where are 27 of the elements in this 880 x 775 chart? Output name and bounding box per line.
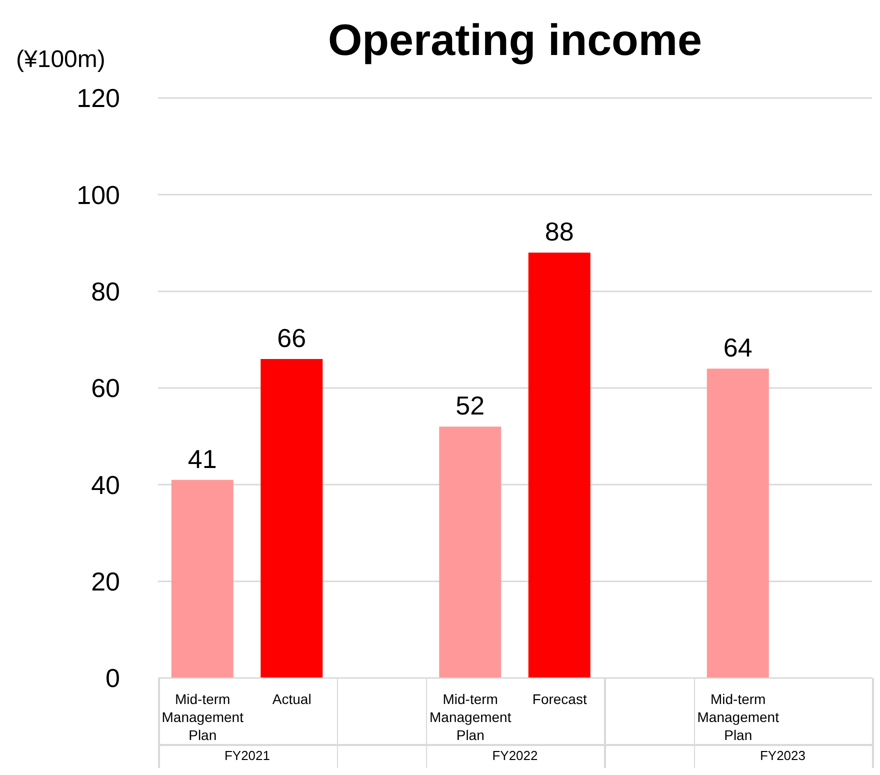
y-tick-label: 20	[91, 566, 120, 597]
x-tick-label: Mid-term Management Plan	[162, 691, 244, 743]
y-tick-label: 40	[91, 470, 120, 500]
x-tick-label: Actual	[272, 691, 312, 707]
x-tick-label: Forecast	[532, 691, 587, 707]
data-label: 41	[188, 444, 217, 474]
x-tick-label: Mid-term Management Plan	[697, 691, 780, 743]
bar	[171, 480, 234, 678]
bar	[528, 252, 590, 678]
data-label: 88	[544, 216, 574, 247]
y-axis-title: (¥100m)	[16, 46, 106, 74]
y-tick-label: 60	[91, 373, 120, 404]
chart-title: Operating income	[326, 16, 704, 66]
text: FY2022	[491, 748, 539, 763]
text: FY2021	[223, 748, 272, 763]
bar	[439, 426, 502, 678]
data-label: 52	[456, 390, 485, 421]
y-tick-label: 0	[106, 663, 120, 694]
x-tick-label: Mid-term Management Plan	[430, 691, 512, 743]
text: FY2023	[758, 748, 807, 763]
data-label: 64	[723, 332, 752, 363]
bar	[260, 359, 323, 678]
y-tick-label: 80	[91, 276, 120, 307]
y-tick-label: 100	[76, 180, 120, 210]
data-label: 66	[277, 323, 306, 353]
bar	[706, 368, 769, 678]
y-tick-label: 120	[76, 83, 120, 114]
